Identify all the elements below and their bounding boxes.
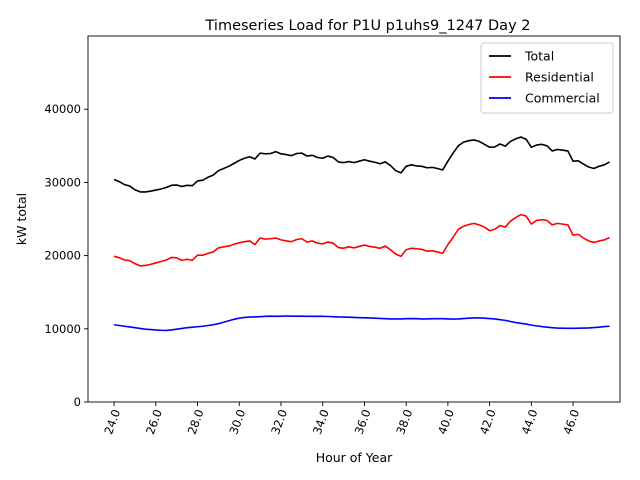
legend-label-commercial: Commercial — [525, 91, 600, 106]
y-tick-label: 40000 — [44, 102, 81, 116]
y-tick-label: 20000 — [44, 249, 81, 263]
y-tick-label: 0 — [74, 395, 81, 409]
y-axis-ticks: 0 10000 20000 30000 40000 — [44, 102, 88, 409]
x-axis-label: Hour of Year — [316, 450, 393, 465]
legend-label-total: Total — [524, 49, 554, 64]
legend-box — [480, 42, 614, 114]
y-tick-label: 10000 — [44, 322, 81, 336]
plot-area-frame — [87, 35, 621, 403]
series-line-commercial — [113, 315, 610, 332]
series-line-residential — [113, 213, 610, 267]
legend: Total Residential Commercial — [480, 42, 614, 114]
y-axis-label: kW total — [14, 193, 29, 245]
y-tick-label: 30000 — [44, 175, 81, 189]
series-line-total — [113, 136, 610, 193]
chart-title: Timeseries Load for P1U p1uhs9_1247 Day … — [205, 18, 531, 34]
series-layer — [113, 136, 610, 332]
legend-label-residential: Residential — [525, 70, 594, 85]
